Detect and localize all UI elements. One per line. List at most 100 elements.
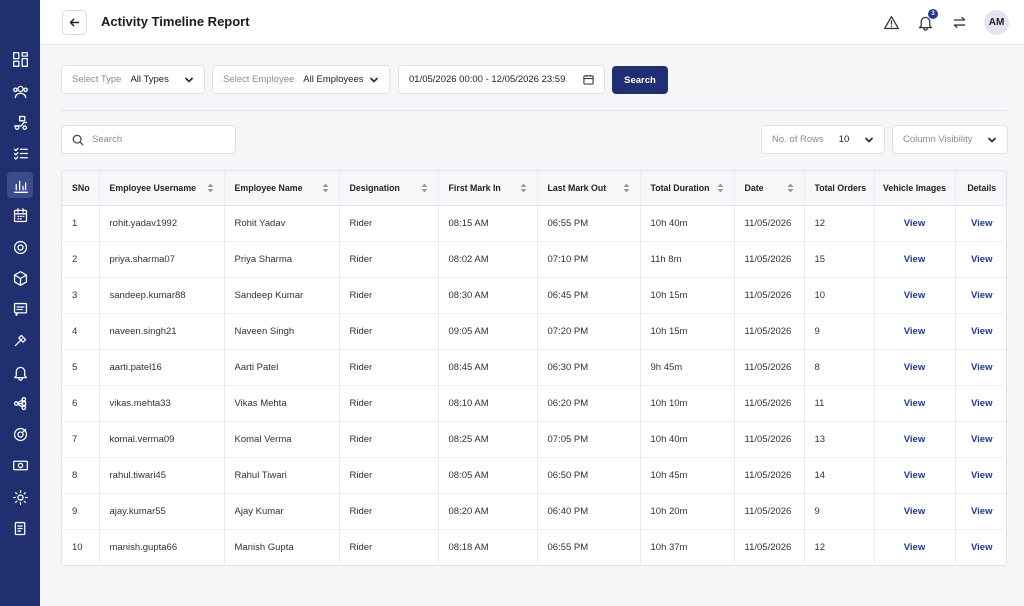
column-visibility-select[interactable]: Column Visibility [892,125,1008,154]
column-header: Vehicle Images [874,171,956,206]
bell-icon[interactable] [7,359,33,385]
table-cell: Rider [339,529,439,565]
table-header: SNo Employee Username Employee Name Designa… [62,171,1006,206]
package-icon[interactable] [7,265,33,291]
column-header[interactable]: First Mark In [438,171,538,206]
details-view-link[interactable]: View [955,313,1006,350]
documents-icon[interactable] [7,515,33,541]
tools-icon[interactable] [7,327,33,353]
details-view-link[interactable]: View [971,541,993,553]
avatar[interactable]: AM [984,10,1009,35]
table-cell: Rider [339,349,439,386]
sort-icon [421,183,427,193]
table-cell: 11/05/2026 [734,241,805,278]
column-header[interactable]: Designation [339,171,439,206]
table-cell: 10 [62,529,100,565]
back-button[interactable] [62,10,87,35]
sort-icon [322,183,328,193]
table-cell: 08:05 AM [438,457,538,494]
table-cell: 13 [804,421,875,458]
table-cell: Rider [339,493,439,530]
table-cell: komal.verma09 [99,421,225,458]
chevron-down-icon [185,77,193,82]
table-cell: 2 [62,241,100,278]
vehicle-images-view-link[interactable]: View [874,421,956,458]
table-cell: Rider [339,277,439,314]
table-cell: Vikas Mehta [224,385,340,422]
vehicle-images-view-link[interactable]: View [874,349,956,386]
table-cell: 11/05/2026 [734,385,805,422]
column-header[interactable]: Total Duration [640,171,735,206]
delivery-icon[interactable] [7,109,33,135]
table-cell: 08:15 AM [438,205,538,242]
network-icon[interactable] [7,390,33,416]
details-view-link[interactable]: View [955,493,1006,530]
calendar-icon[interactable] [7,202,33,228]
search-input[interactable] [92,134,222,145]
reports-icon[interactable] [7,172,33,198]
table-cell: 10h 45m [640,457,735,494]
dashboard-icon[interactable] [7,46,33,72]
details-view-link[interactable]: View [955,205,1006,242]
table-cell: 10h 15m [640,313,735,350]
details-view-link[interactable]: View [955,277,1006,314]
details-view-link[interactable]: View [955,421,1006,458]
vehicle-images-view-link[interactable]: View [874,385,956,422]
switch-icon[interactable] [949,12,969,32]
top-bar: Activity Timeline Report 3 AM [40,0,1024,45]
table-row: 9 ajay.kumar55 Ajay Kumar Rider 08:20 AM 06:4… [62,493,1006,530]
details-view-link[interactable]: View [955,349,1006,386]
table-cell: Rider [339,385,439,422]
tasks-icon[interactable] [7,140,33,166]
vehicle-images-view-link[interactable]: View [874,205,956,242]
target-icon[interactable] [7,234,33,260]
table-row: 2 priya.sharma07 Priya Sharma Rider 08:02 AM… [62,241,1006,278]
notification-button[interactable]: 3 [915,9,938,32]
details-view-link[interactable]: View [955,385,1006,422]
type-select[interactable]: Select Type All Types [61,65,205,94]
users-icon[interactable] [7,78,33,104]
table-cell: 06:45 PM [537,277,641,314]
table-cell: Rahul Tiwari [224,457,340,494]
warning-icon[interactable] [881,12,901,32]
column-header[interactable]: Employee Username [99,171,225,206]
sort-icon [520,183,526,193]
vehicle-images-view-link[interactable]: View [874,241,956,278]
column-header[interactable]: Last Mark Out [537,171,641,206]
table-cell: 08:30 AM [438,277,538,314]
messages-icon[interactable] [7,296,33,322]
details-view-link[interactable]: View [955,241,1006,278]
column-header: Total Orders [804,171,875,206]
table-cell: manish.gupta66 [99,529,225,565]
cash-icon[interactable] [7,452,33,478]
table-cell: 12 [804,205,875,242]
employee-select[interactable]: Select Employee All Employees [212,65,390,94]
table-cell: 10h 37m [640,529,735,565]
vehicle-images-view-link[interactable]: View [874,277,956,314]
vehicle-images-view-link[interactable]: View [874,493,956,530]
table-cell: 9 [804,313,875,350]
table-cell: 11h 8m [640,241,735,278]
vehicle-images-view-link[interactable]: View [874,313,956,350]
vehicle-images-view-link[interactable]: View [874,529,956,565]
table-cell: 10h 15m [640,277,735,314]
search-button[interactable]: Search [612,66,668,94]
support-icon[interactable] [7,421,33,447]
sort-icon [207,183,213,193]
chevron-down-icon [988,137,996,142]
vehicle-images-view-link[interactable]: View [874,457,956,494]
settings-icon[interactable] [7,484,33,510]
column-header[interactable]: Date [734,171,805,206]
table-cell: 11/05/2026 [734,277,805,314]
rows-select[interactable]: No. of Rows 10 [761,125,885,154]
table-cell: 11/05/2026 [734,349,805,386]
divider [61,110,1007,111]
table-cell: sandeep.kumar88 [99,277,225,314]
column-header[interactable]: Employee Name [224,171,340,206]
details-view-link[interactable]: View [955,457,1006,494]
table-cell: 12 [804,529,875,565]
table-cell: 9 [62,493,100,530]
table-cell: 4 [62,313,100,350]
date-range-picker[interactable]: 01/05/2026 00:00 - 12/05/2026 23:59 [398,65,605,94]
table-cell: 08:02 AM [438,241,538,278]
